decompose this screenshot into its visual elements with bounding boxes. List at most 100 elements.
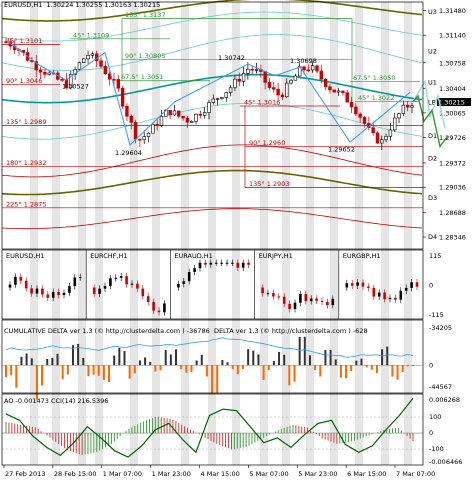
delta-bar (190, 365, 193, 372)
mini-candle-body (326, 301, 329, 306)
delta-bar (324, 350, 327, 366)
pivot-label-d2: D2 (428, 155, 437, 163)
session-stripe (306, 2, 314, 465)
delta-bar (159, 365, 162, 371)
candle-body (146, 132, 151, 137)
delta-bar (154, 365, 157, 372)
delta-bar (278, 352, 281, 366)
delta-panel: -34205 0 -44567 (2, 324, 452, 400)
candle-body (302, 66, 306, 71)
mini-candle-body (399, 290, 403, 300)
fib-label-red: 90° 1.2960 (249, 139, 285, 147)
candle-body (280, 94, 285, 98)
mini-candle-body (130, 283, 134, 285)
delta-bar (257, 354, 260, 366)
delta-bar (82, 358, 85, 366)
mini-candle-body (41, 288, 44, 295)
delta-bar (20, 356, 23, 366)
candle-body (60, 79, 64, 81)
delta-bar (350, 365, 353, 371)
mini-candle-body (68, 286, 71, 293)
candle-body (133, 122, 138, 140)
delta-bar (211, 365, 214, 394)
candle-body (272, 87, 276, 90)
mini-candle-body (394, 297, 397, 300)
mini-candle-body (35, 288, 39, 294)
delta-bar (92, 365, 95, 375)
candle-body (116, 79, 120, 89)
mini-candle-body (14, 276, 17, 285)
delta-bar (15, 365, 18, 388)
price-tick-label: 1.29726 (439, 134, 466, 142)
candle-body (336, 90, 341, 93)
candle-body (341, 90, 345, 93)
session-stripe (208, 2, 216, 465)
session-stripe (232, 2, 240, 465)
session-stripe (330, 2, 338, 465)
mini-candle-body (193, 268, 196, 272)
main-price-panel: 1.31480 1.31140 1.30758 1.30404 1.30065 1.297… (1, 0, 471, 242)
mini-candle-body (182, 281, 186, 284)
candle-body (38, 69, 43, 73)
delta-bar (272, 361, 275, 366)
delta-scale-tick: -34205 (429, 324, 452, 332)
candle-body (310, 65, 315, 71)
candle-body (371, 127, 375, 134)
session-stripe (78, 2, 86, 465)
candle-body (215, 98, 220, 100)
mini-chart-title: EURUSD,H1 (6, 252, 44, 260)
fib-label-green: 67.5° 1.3051 (121, 73, 164, 81)
mini-candle-body (410, 282, 413, 288)
mini-chart-title: EURAUD,H1 (174, 252, 212, 260)
candle-body (332, 89, 336, 93)
candle-body (177, 110, 181, 117)
mini-candle-body (309, 298, 313, 302)
candle-body (289, 79, 293, 84)
mini-candle-body (146, 296, 150, 302)
mini-candle-body (51, 291, 55, 298)
delta-bar (339, 365, 342, 378)
candle-body (276, 88, 280, 96)
candle-body (159, 116, 164, 126)
forecast-path-cyan (412, 79, 446, 129)
fib-label-green: 135° 1.3137 (125, 11, 165, 19)
mini-candle-body (388, 297, 392, 300)
mini-candle-body (331, 298, 335, 306)
mini-candle-body (277, 296, 281, 298)
time-axis-label: 6 Mar 15:00 (347, 470, 386, 478)
mini-scale-tick: 0 (429, 282, 433, 290)
candle-body (354, 106, 358, 115)
delta-bar (412, 365, 414, 367)
candle-body (323, 78, 328, 88)
candle-body (345, 92, 349, 103)
candle-body (4, 41, 8, 44)
mini-candle-body (404, 287, 408, 291)
mini-candle-body (177, 283, 180, 288)
fib-label-green: 45° 1.3022 (358, 94, 394, 102)
session-stripe (181, 2, 189, 465)
delta-bar (231, 365, 234, 370)
delta-bar (236, 365, 239, 375)
candle-body (401, 104, 406, 114)
candle-body (207, 102, 211, 113)
delta-bar (66, 365, 69, 375)
panel-frame (1, 393, 424, 466)
fib-label-red: 135° 1.2989 (6, 118, 46, 126)
delta-bar (288, 365, 291, 386)
time-axis-label: 5 Mar 23:00 (298, 470, 337, 478)
delta-bar (144, 357, 147, 366)
delta-scale-tick: 0 (429, 361, 433, 369)
candle-body (34, 61, 38, 71)
delta-bar (25, 353, 28, 366)
delta-bar (164, 350, 167, 366)
candle-body (190, 121, 194, 123)
delta-bar (401, 365, 404, 373)
mini-candle-body (57, 291, 60, 296)
mini-candle-body (415, 282, 419, 287)
pivot-label-d3: D3 (428, 194, 437, 202)
candle-body (349, 101, 354, 108)
mini-scale-tick: 115 (429, 252, 441, 260)
mini-candle-body (220, 262, 223, 264)
delta-bar (30, 358, 33, 366)
